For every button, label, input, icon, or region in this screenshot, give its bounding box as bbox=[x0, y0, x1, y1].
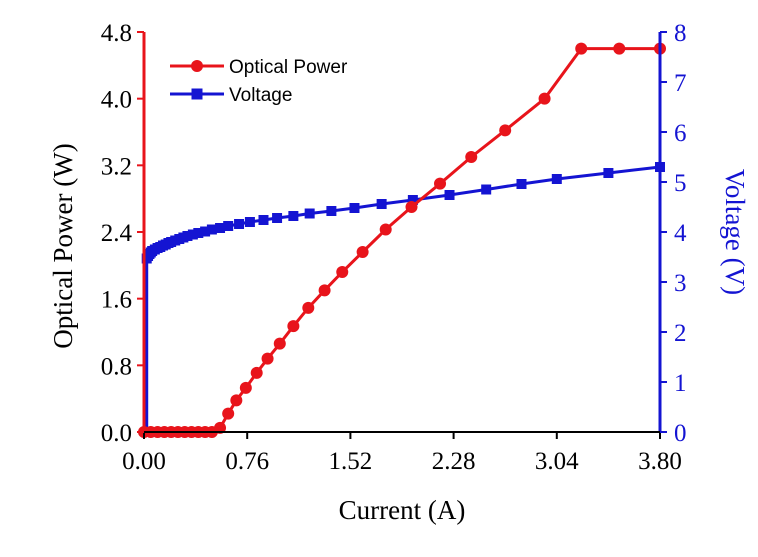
power-point bbox=[239, 381, 252, 394]
power-point bbox=[261, 352, 274, 365]
voltage-point bbox=[444, 190, 455, 200]
voltage-point bbox=[304, 208, 315, 219]
x-tick-label: 1.52 bbox=[329, 448, 373, 475]
voltage-point bbox=[326, 206, 337, 216]
power-point bbox=[250, 366, 263, 379]
y2-tick-label: 5 bbox=[674, 170, 687, 197]
voltage-point bbox=[258, 215, 269, 225]
y2-tick-label: 2 bbox=[674, 320, 687, 347]
x-tick-label: 0.76 bbox=[225, 448, 269, 475]
y2-tick-label: 3 bbox=[674, 270, 687, 297]
power-line bbox=[144, 47, 660, 434]
power-point bbox=[499, 124, 512, 137]
power-point bbox=[613, 42, 626, 55]
y-tick-label: 4.8 bbox=[101, 20, 132, 47]
y-tick-label: 1.6 bbox=[101, 287, 132, 314]
legend-power-label: Optical Power bbox=[229, 57, 348, 78]
y2-axis-title: Voltage (V) bbox=[720, 169, 750, 295]
y2-tick-label: 6 bbox=[674, 120, 687, 147]
power-point bbox=[230, 394, 243, 407]
legend-voltage-marker bbox=[191, 88, 203, 100]
voltage-point bbox=[272, 213, 283, 223]
power-point bbox=[302, 301, 315, 314]
power-point bbox=[336, 266, 349, 278]
voltage-point bbox=[407, 195, 418, 205]
voltage-point bbox=[244, 217, 255, 227]
x-axis-title: Current (A) bbox=[339, 495, 466, 525]
y-axis-title: Optical Power (W) bbox=[48, 143, 78, 348]
power-point bbox=[214, 421, 227, 434]
power-point bbox=[465, 151, 478, 163]
voltage-point bbox=[234, 219, 245, 229]
voltage-point bbox=[516, 179, 527, 189]
legend: Optical Power Voltage bbox=[170, 57, 348, 106]
voltage-point bbox=[223, 221, 234, 231]
voltage-point bbox=[200, 226, 211, 237]
voltage-point bbox=[551, 174, 562, 184]
power-point bbox=[405, 201, 418, 213]
y-tick-label: 4.0 bbox=[101, 87, 132, 114]
plot-layer bbox=[138, 42, 666, 438]
y-tick-label: 2.4 bbox=[101, 220, 133, 247]
ticks-layer: 0.00 0.76 1.52 2.28 3.04 3.80 0.0 0.8 1.6 2.4 3.2 4… bbox=[101, 20, 687, 475]
y-tick-label: 0.0 bbox=[101, 420, 132, 447]
voltage-point bbox=[288, 211, 299, 221]
power-point bbox=[575, 42, 588, 55]
power-point bbox=[379, 223, 392, 236]
y2-tick-label: 7 bbox=[674, 70, 687, 97]
voltage-point bbox=[193, 228, 204, 238]
x-tick-label: 3.80 bbox=[638, 448, 682, 475]
x-tick-label: 0.00 bbox=[122, 448, 166, 475]
voltage-point bbox=[349, 203, 360, 213]
voltage-point bbox=[603, 168, 614, 178]
voltage-point bbox=[215, 223, 226, 233]
y2-tick-label: 8 bbox=[674, 20, 687, 47]
power-point bbox=[287, 320, 300, 333]
y-tick-label: 0.8 bbox=[101, 353, 132, 380]
voltage-point bbox=[187, 229, 198, 240]
power-point bbox=[538, 92, 551, 105]
x-tick-label: 2.28 bbox=[432, 448, 476, 475]
legend-power-marker bbox=[191, 60, 203, 72]
y2-tick-label: 1 bbox=[674, 370, 687, 397]
x-tick-label: 3.04 bbox=[535, 448, 579, 475]
voltage-line bbox=[145, 165, 661, 432]
voltage-point bbox=[376, 199, 387, 209]
power-point bbox=[434, 177, 447, 190]
power-point bbox=[273, 337, 286, 350]
y-tick-label: 3.2 bbox=[101, 153, 132, 180]
power-point bbox=[356, 246, 369, 258]
y2-tick-label: 4 bbox=[674, 220, 687, 247]
voltage-point bbox=[182, 231, 193, 241]
voltage-point bbox=[481, 184, 492, 195]
y2-tick-label: 0 bbox=[674, 420, 687, 447]
power-point bbox=[222, 407, 235, 420]
voltage-point bbox=[206, 224, 217, 235]
power-point bbox=[318, 284, 331, 297]
legend-voltage-label: Voltage bbox=[229, 85, 292, 106]
